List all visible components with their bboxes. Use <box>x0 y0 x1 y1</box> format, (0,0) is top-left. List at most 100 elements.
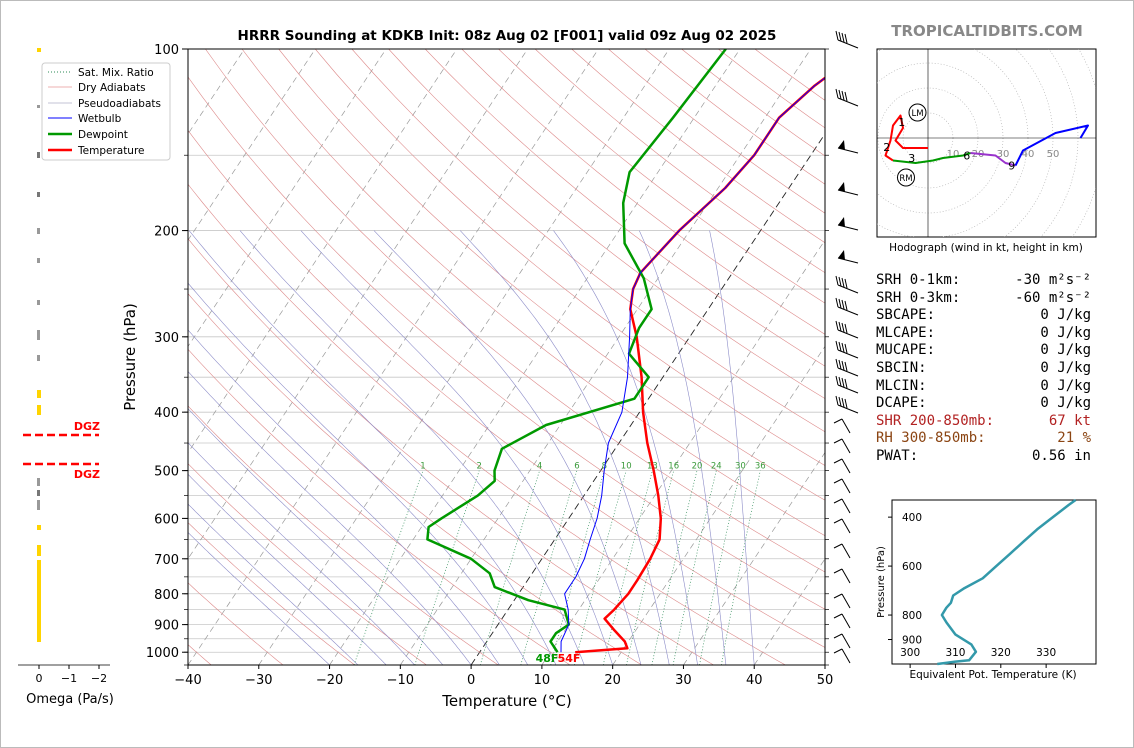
omega-bar <box>37 258 40 263</box>
wind-barb-flag <box>833 648 843 654</box>
wind-barb-flag <box>844 398 848 409</box>
wind-barb-flag <box>841 299 845 310</box>
wind-barb-shaft <box>837 367 859 377</box>
hodograph-ring-label: 30 <box>997 149 1010 160</box>
skewt-ylabel: Pressure (hPa) <box>121 303 139 411</box>
theta-e-ytick-label: 900 <box>902 635 922 647</box>
dgz-top-label: DGZ <box>74 420 100 433</box>
wind-barb-flag <box>838 359 842 370</box>
sfc-dewpoint-label: 48F <box>536 652 559 665</box>
isotherm-line <box>329 49 741 665</box>
omega-bar <box>37 490 40 496</box>
dry-adiabat <box>188 76 825 610</box>
wind-barb-shaft <box>841 648 851 664</box>
mixing-ratio-label: 36 <box>755 462 766 472</box>
hodograph-height-label: 2 <box>883 141 890 154</box>
moist-adiabat <box>188 370 472 665</box>
legend-pseudoadiabats: Pseudoadiabats <box>78 98 161 110</box>
wind-barb-pennant <box>838 182 845 192</box>
stat-key: MUCAPE: <box>876 342 936 359</box>
legend-dewpoint: Dewpoint <box>78 129 128 141</box>
wind-barb-shaft <box>837 284 859 294</box>
isotherm-line <box>188 49 599 665</box>
wind-barb-flag <box>835 320 839 331</box>
theta-e-ytick-label: 800 <box>902 610 922 622</box>
omega-bar <box>37 228 40 234</box>
wind-barb-shaft <box>837 384 859 394</box>
wind-barb-flag <box>844 33 848 44</box>
wind-barb-flag <box>833 613 843 619</box>
stat-value: 0.56 in <box>1031 447 1091 464</box>
wind-barb-flag <box>838 89 842 100</box>
omega-bar <box>37 560 41 640</box>
theta-e-xtick-label: 320 <box>991 647 1011 659</box>
wind-barb-flag <box>833 498 843 504</box>
stat-row: MLCAPE: 0 J/kg <box>876 325 1091 343</box>
x-tick-label: −20 <box>316 673 343 688</box>
figure-title: HRRR Sounding at KDKB Init: 08z Aug 02 [… <box>238 28 777 44</box>
storm-motion-lm <box>908 103 927 122</box>
legend: Sat. Mix. Ratio Dry Adiabats Pseudoadiab… <box>41 62 171 161</box>
stat-value: -60 m²s⁻² <box>1015 289 1091 306</box>
mixing-ratio-line <box>721 470 761 665</box>
stat-key: MLCAPE: <box>876 324 936 341</box>
wind-barb-shaft <box>841 458 851 474</box>
moist-adiabat <box>239 230 585 665</box>
wind-barb-flag <box>835 88 839 99</box>
wind-barb-flag <box>844 323 848 334</box>
omega-bar <box>37 355 40 361</box>
moist-adiabat <box>188 503 359 665</box>
legend-temperature: Temperature <box>77 145 145 157</box>
wind-barb-flag <box>833 478 843 484</box>
isotherm-line <box>683 451 825 665</box>
y-tick-label: 500 <box>154 465 179 480</box>
omega-bar <box>37 192 40 197</box>
wind-barb-flag <box>838 396 842 407</box>
omega-panel: 0 −1 −2 Omega (Pa/s) DGZ DGZ <box>18 48 114 707</box>
wind-barb-shaft <box>837 349 859 359</box>
hodograph-ring-label: 10 <box>947 149 960 160</box>
dry-adiabat <box>424 49 825 367</box>
mixing-ratio-line <box>602 470 653 665</box>
mixing-ratio-label: 2 <box>476 462 481 472</box>
wind-barb-shaft <box>841 498 851 514</box>
omega-bar <box>37 300 40 305</box>
wind-barb-flag <box>838 376 842 387</box>
stat-value: 67 kt <box>1048 412 1091 429</box>
dry-adiabat <box>188 183 786 665</box>
hodograph-trace <box>1014 124 1089 166</box>
wind-barb-flag <box>833 438 843 444</box>
hodograph-trace <box>970 152 1016 167</box>
mixing-ratio-line <box>699 470 741 665</box>
mixing-ratio-line <box>550 470 605 665</box>
dgz-bottom-label: DGZ <box>74 468 100 481</box>
y-tick-label: 200 <box>154 225 179 240</box>
y-tick-label: 600 <box>154 512 179 527</box>
isotherm-line <box>188 49 528 560</box>
wind-barb-flag <box>838 31 842 42</box>
wind-barb-flag <box>838 298 842 309</box>
stat-value: 0 J/kg <box>1040 342 1091 359</box>
omega-bar <box>37 405 41 415</box>
stat-key: SRH 0-1km: <box>876 272 961 288</box>
dry-adiabat <box>315 49 825 466</box>
theta-e-xlabel: Equivalent Pot. Temperature (K) <box>909 669 1076 681</box>
series-temperature <box>575 76 825 654</box>
wind-barb-flag <box>844 378 848 389</box>
moist-adiabat <box>188 532 330 665</box>
theta-e-ylabel: Pressure (hPa) <box>876 546 887 618</box>
isotherm-line <box>188 49 458 454</box>
stat-row: SRH 0-1km: -30 m²s⁻² <box>876 272 1091 290</box>
storm-motion-rm-label: RM <box>899 174 912 184</box>
wind-barb-flag <box>833 593 843 599</box>
dry-adiabat <box>188 522 355 665</box>
wind-barb-flag <box>841 342 845 353</box>
stat-row: MLCIN: 0 J/kg <box>876 378 1091 396</box>
wind-barb-flag <box>835 340 839 351</box>
dry-adiabat <box>351 49 825 433</box>
dry-adiabat <box>241 49 825 537</box>
omega-bar <box>37 478 40 486</box>
omega-bar <box>37 500 40 510</box>
stat-row: SRH 0-3km: -60 m²s⁻² <box>876 290 1091 308</box>
